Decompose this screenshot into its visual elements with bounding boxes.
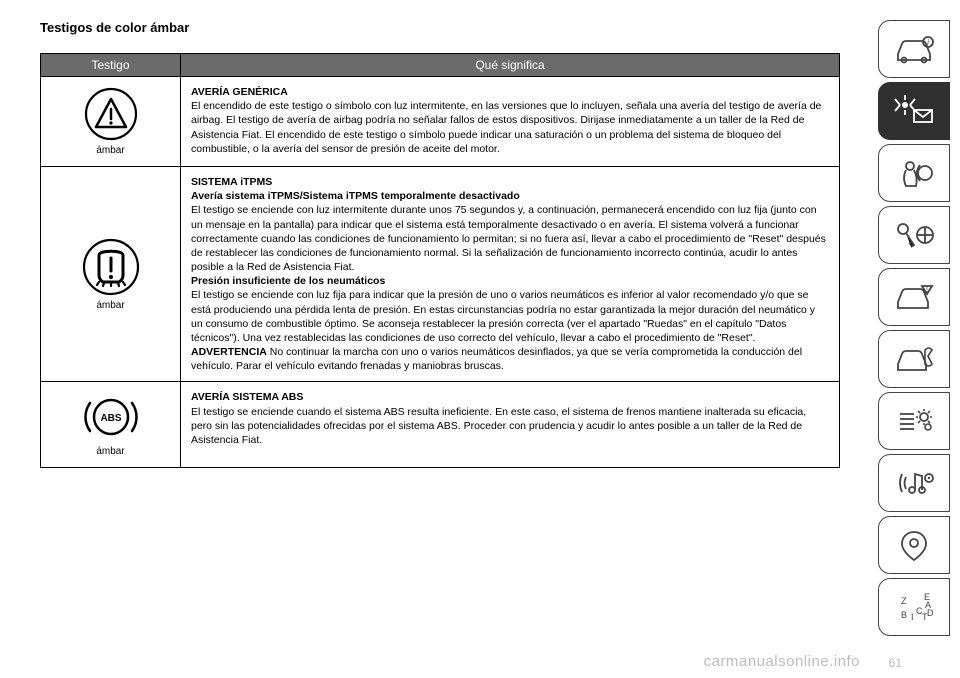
page-number: 61 [889, 656, 902, 670]
text-cell: SISTEMA iTPMS Avería sistema iTPMS/Siste… [181, 167, 840, 382]
sidebar-tab-nav[interactable] [878, 516, 950, 574]
svg-text:Z: Z [901, 596, 907, 606]
warnings-table: Testigo Qué significa ámbar [40, 53, 840, 468]
warning-body: No continuar la marcha con uno o varios … [191, 346, 802, 372]
page-title: Testigos de color ámbar [40, 20, 840, 35]
svg-text:B: B [901, 610, 907, 620]
svg-text:D: D [927, 608, 934, 618]
table-row: ABS ámbar AVERÍA SISTEMA ABS El testigo … [41, 382, 840, 468]
sidebar-tab-keys[interactable] [878, 206, 950, 264]
table-row: ámbar SISTEMA iTPMS Avería sistema iTPMS… [41, 167, 840, 382]
svg-text:!: ! [926, 285, 928, 294]
row-title: AVERÍA SISTEMA ABS [191, 390, 829, 404]
icon-cell-tpms: ámbar [41, 167, 181, 382]
row-title: SISTEMA iTPMS [191, 175, 829, 189]
col-header-significa: Qué significa [181, 54, 840, 77]
sidebar-tab-index[interactable]: ZBICTADE [878, 578, 950, 636]
sidebar-tab-media[interactable] [878, 454, 950, 512]
sidebar-tab-emergency[interactable]: ! [878, 268, 950, 326]
text-cell: AVERÍA GENÉRICA El encendido de este tes… [181, 77, 840, 167]
icon-cell-warning: ámbar [41, 77, 181, 167]
row-subtitle: Avería sistema iTPMS/Sistema iTPMS tempo… [191, 190, 520, 202]
svg-text:ABS: ABS [100, 413, 121, 424]
row-subtitle: Presión insuficiente de los neumáticos [191, 275, 385, 287]
row-body: El testigo se enciende cuando el sistema… [191, 406, 806, 446]
warning-triangle-icon [45, 87, 176, 141]
row-body: El testigo se enciende con luz fija para… [191, 289, 815, 344]
svg-text:i: i [927, 38, 929, 47]
row-title: AVERÍA GENÉRICA [191, 85, 829, 99]
svg-text:E: E [924, 592, 930, 602]
watermark: carmanualsonline.info [704, 653, 860, 670]
icon-label: ámbar [45, 145, 176, 156]
table-row: ámbar AVERÍA GENÉRICA El encendido de es… [41, 77, 840, 167]
icon-cell-abs: ABS ámbar [41, 382, 181, 468]
icon-label: ámbar [45, 446, 176, 457]
sidebar-tab-warnings[interactable] [878, 82, 950, 140]
text-cell: AVERÍA SISTEMA ABS El testigo se enciend… [181, 382, 840, 468]
warning-label: ADVERTENCIA [191, 346, 267, 358]
svg-text:I: I [911, 612, 914, 622]
sidebar-tab-service[interactable] [878, 330, 950, 388]
sidebar: i ! ZBICTADE [878, 20, 950, 636]
sidebar-tab-vehicle[interactable]: i [878, 20, 950, 78]
sidebar-tab-settings[interactable] [878, 392, 950, 450]
page-content: Testigos de color ámbar Testigo Qué sign… [40, 20, 840, 468]
col-header-testigo: Testigo [41, 54, 181, 77]
icon-label: ámbar [45, 300, 176, 311]
sidebar-tab-safety[interactable] [878, 144, 950, 202]
row-body: El testigo se enciende con luz intermite… [191, 204, 826, 273]
abs-icon: ABS [45, 392, 176, 442]
tpms-icon [45, 238, 176, 296]
row-body: El encendido de este testigo o símbolo c… [191, 100, 821, 155]
